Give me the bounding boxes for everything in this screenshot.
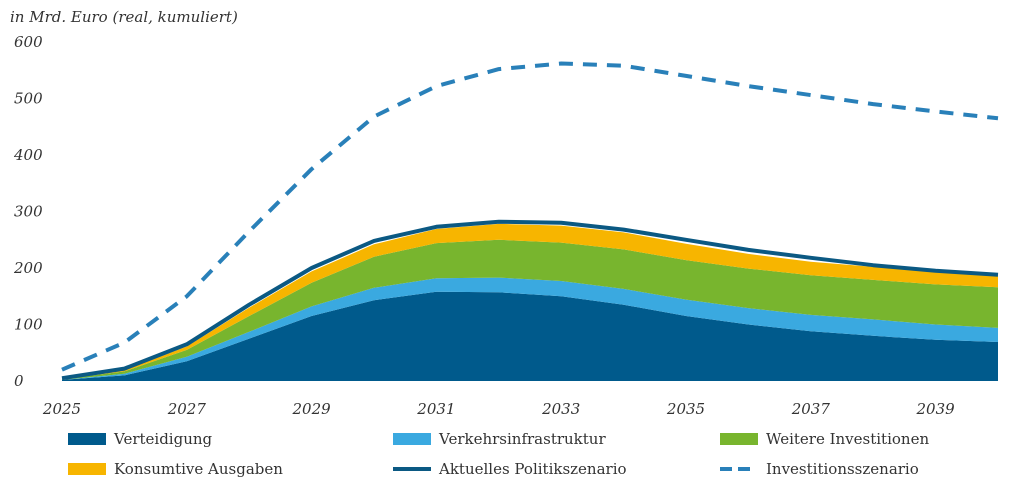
x-tick-label: 2031	[416, 400, 455, 418]
area-verteidigung	[62, 291, 998, 381]
x-tick-label: 2037	[791, 400, 831, 418]
unit-label: in Mrd. Euro (real, kumuliert)	[10, 8, 238, 26]
x-tick-label: 2027	[167, 400, 207, 418]
y-tick-label: 500	[14, 90, 43, 108]
area-weitere-investitionen	[62, 239, 998, 380]
area-konsumtive-ausgaben	[62, 223, 998, 380]
x-tick-label: 2025	[42, 400, 81, 418]
line-aktuelles-politikszenario	[61, 219, 999, 381]
y-tick-label: 600	[14, 33, 43, 51]
y-tick-label: 400	[13, 146, 43, 164]
y-tick-label: 0	[14, 372, 24, 390]
y-tick-label: 100	[14, 316, 43, 334]
area-verkehrsinfrastruktur	[62, 277, 998, 380]
x-tick-label: 2039	[916, 400, 956, 418]
y-tick-label: 300	[14, 203, 43, 221]
x-tick-label: 2035	[666, 400, 705, 418]
x-tick-label: 2033	[541, 400, 580, 418]
x-tick-label: 2029	[292, 400, 332, 418]
y-tick-label: 200	[13, 259, 43, 277]
